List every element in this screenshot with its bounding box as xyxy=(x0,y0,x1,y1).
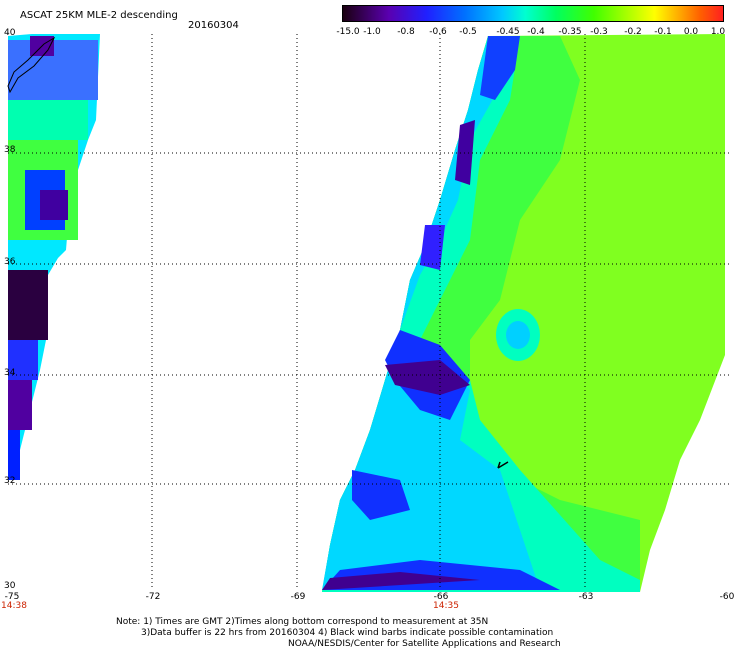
longitude-label: -72 xyxy=(145,592,161,602)
map-grid xyxy=(8,34,730,590)
left-swath xyxy=(8,34,100,480)
right-swath xyxy=(322,34,725,592)
time-label: 14:38 xyxy=(1,601,27,611)
colorbar-tick: -0.35 xyxy=(558,27,582,37)
colorbar-tick: -0.5 xyxy=(459,27,477,37)
colorbar-tick: -0.3 xyxy=(590,27,608,37)
map-title: ASCAT 25KM MLE-2 descending xyxy=(20,10,178,21)
footnote-line-2: 3)Data buffer is 22 hrs from 20160304 4)… xyxy=(141,628,554,638)
longitude-label: -75 xyxy=(4,592,20,602)
colorbar-tick: -0.45 xyxy=(496,27,520,37)
footnote-credit: NOAA/NESDIS/Center for Satellite Applica… xyxy=(288,639,561,649)
longitude-label: -69 xyxy=(290,592,306,602)
colorbar-tick: 0.0 xyxy=(683,27,699,37)
latitude-label: 38 xyxy=(4,145,16,155)
colorbar xyxy=(342,5,724,22)
coastline xyxy=(7,36,56,94)
colorbar-tick: -0.1 xyxy=(654,27,672,37)
latitude-label: 30 xyxy=(4,581,16,591)
colorbar-tick: -0.2 xyxy=(624,27,642,37)
time-label: 14:35 xyxy=(433,601,459,611)
map-date: 20160304 xyxy=(188,20,239,31)
latitude-label: 36 xyxy=(4,257,16,267)
wind-barb-icon xyxy=(497,461,509,469)
colorbar-tick: -0.4 xyxy=(527,27,545,37)
latitude-label: 34 xyxy=(4,368,16,378)
longitude-label: -66 xyxy=(433,592,449,602)
footnote-line-1: Note: 1) Times are GMT 2)Times along bot… xyxy=(116,617,489,627)
colorbar-tick: -1.0 xyxy=(363,27,381,37)
colorbar-tick: -15.0 xyxy=(336,27,360,37)
longitude-label: -63 xyxy=(578,592,594,602)
colorbar-tick: -0.8 xyxy=(397,27,415,37)
colorbar-tick: 1.0 xyxy=(710,27,726,37)
latitude-label: 32 xyxy=(4,476,16,486)
longitude-label: -60 xyxy=(719,592,735,602)
latitude-label: 40 xyxy=(4,28,16,38)
colorbar-tick: -0.6 xyxy=(429,27,447,37)
